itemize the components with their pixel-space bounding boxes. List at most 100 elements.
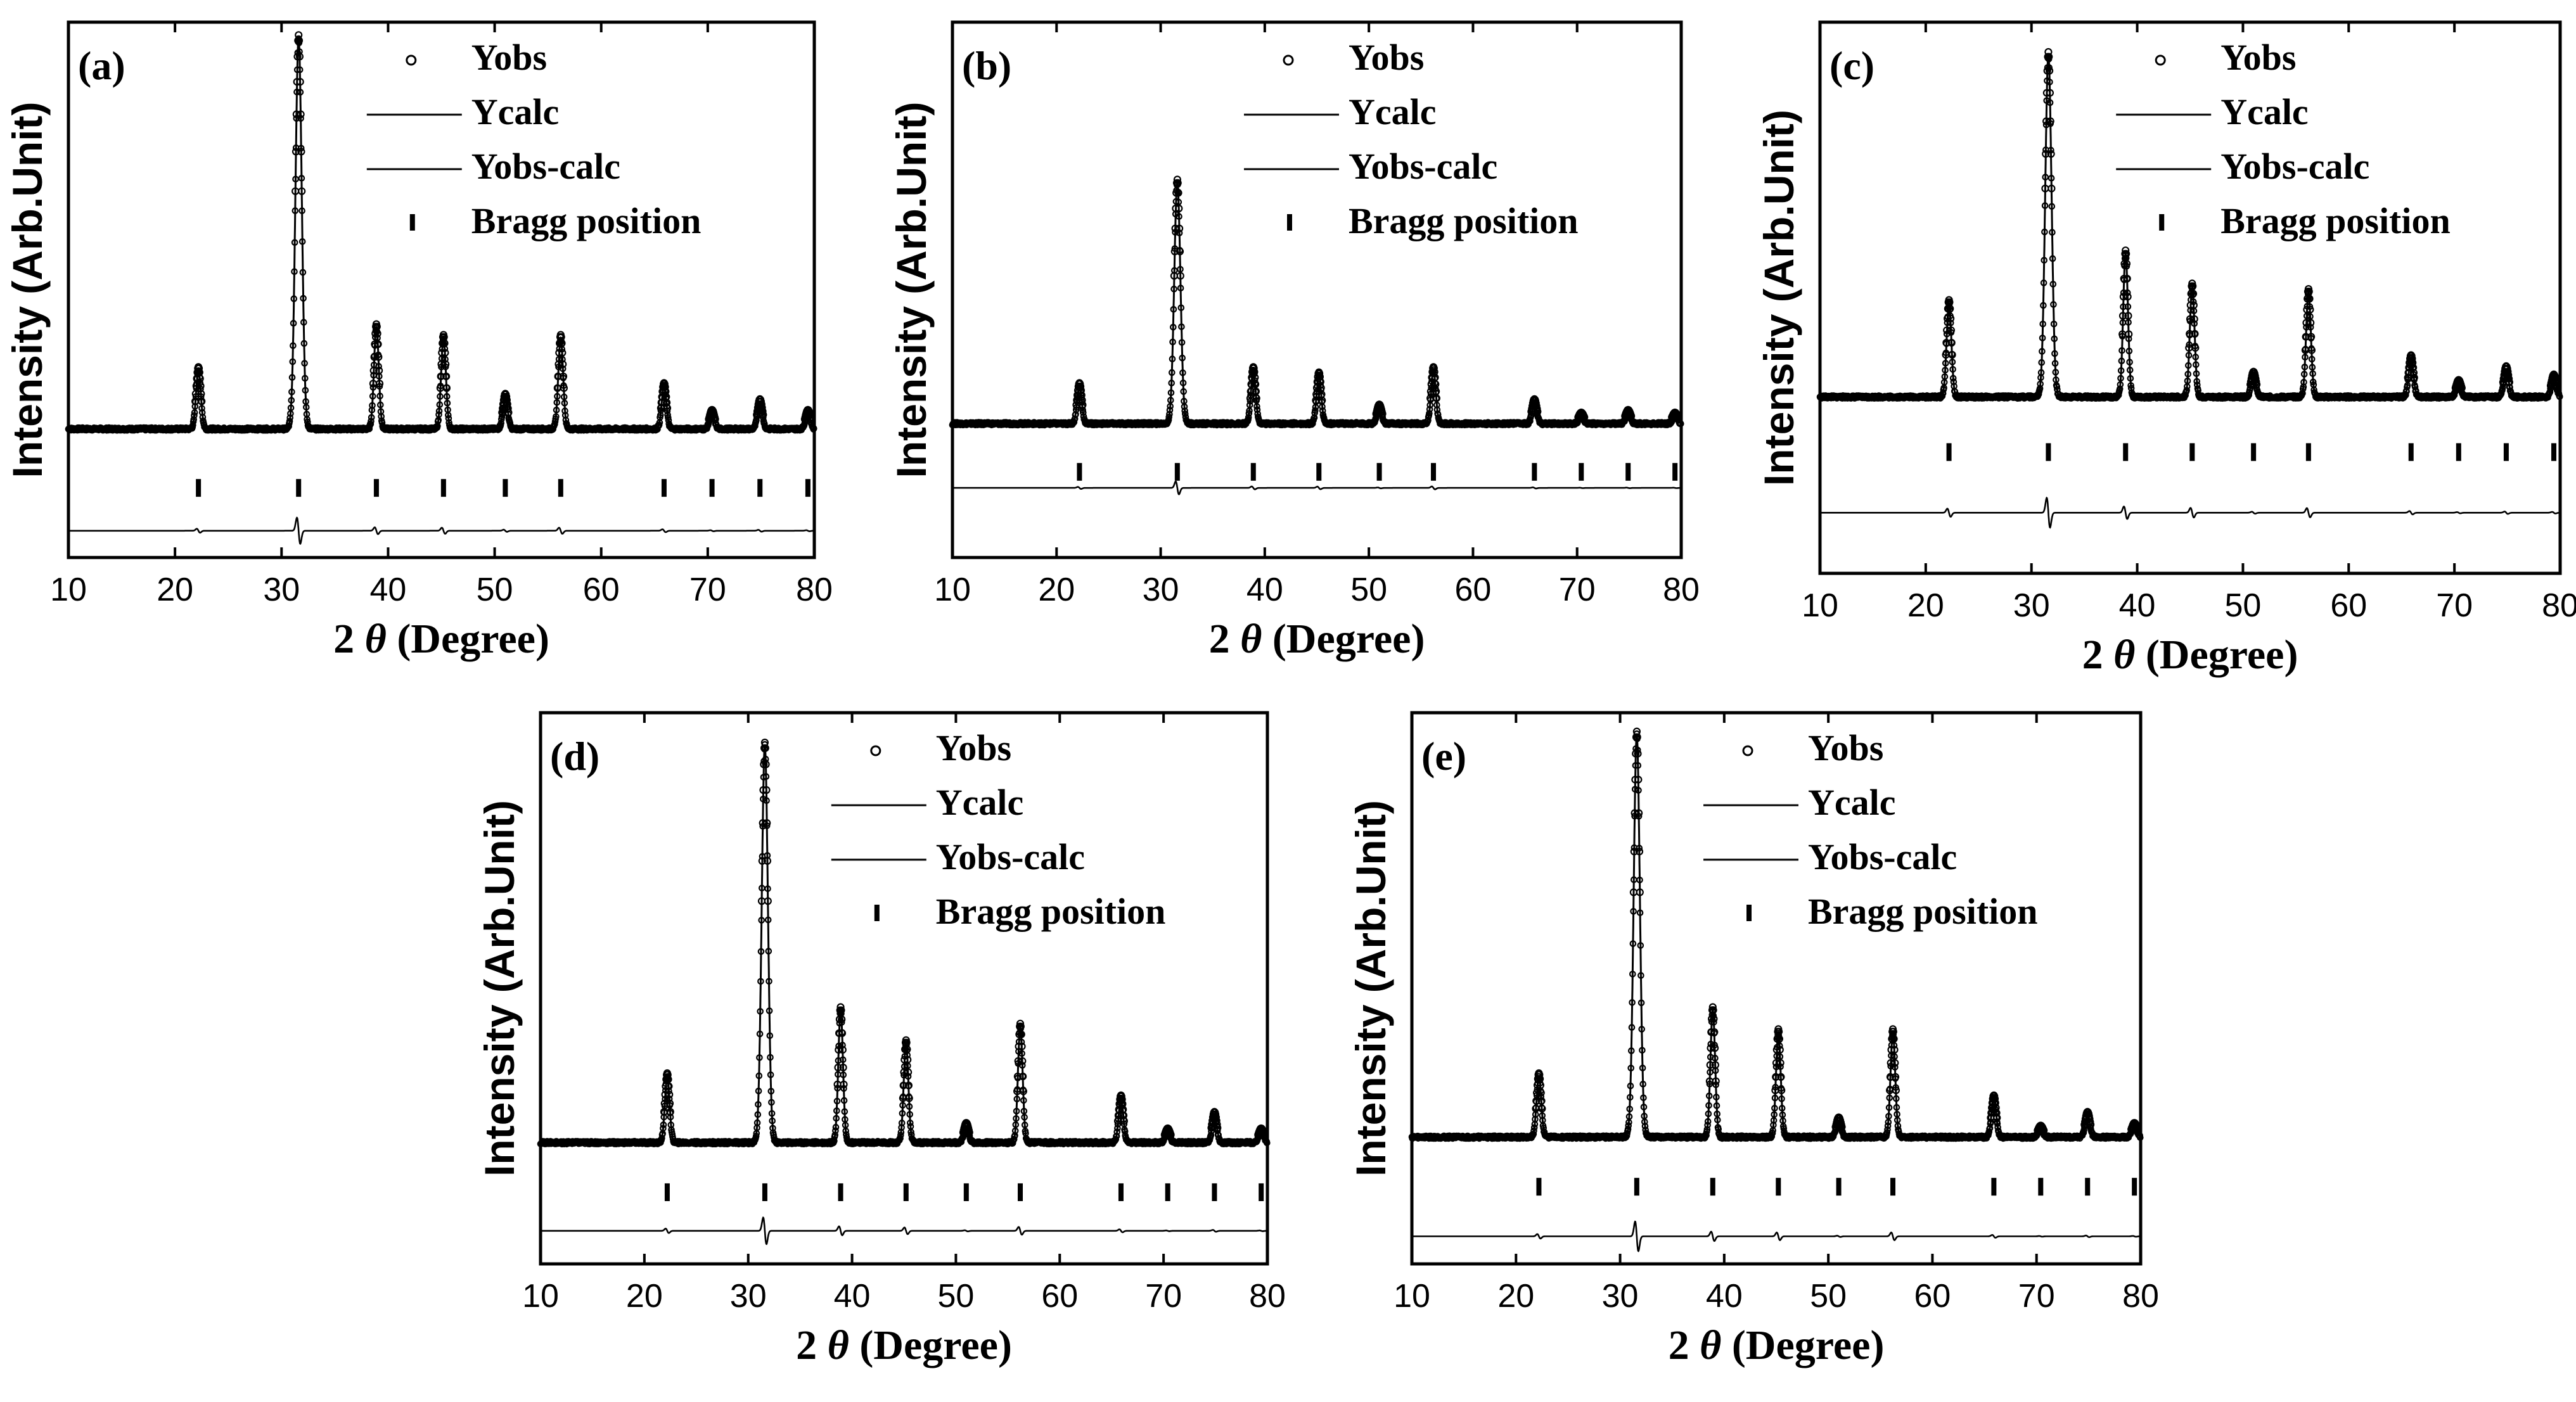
x-tick-label: 70 [1559, 571, 1596, 608]
bragg-marker [709, 479, 715, 497]
bragg-marker [1174, 462, 1180, 481]
x-axis-title: 2 θ (Degree) [1209, 616, 1425, 662]
yobs-point [442, 355, 449, 363]
yobs-point [191, 409, 198, 416]
yobs-point [553, 413, 560, 420]
bragg-marker [1376, 462, 1382, 481]
bragg-marker [1250, 462, 1256, 481]
x-tick-label: 40 [370, 571, 407, 608]
yobs-point [300, 319, 307, 326]
yobs-point [375, 362, 382, 370]
yobs-point [304, 416, 311, 423]
bragg-marker [1625, 462, 1631, 481]
legend-obs-symbol [406, 54, 417, 66]
bragg-marker [440, 479, 446, 497]
yobs-point [559, 355, 566, 363]
x-tick-label: 20 [157, 571, 193, 608]
bragg-series [196, 479, 811, 497]
legend-calc-label: Ycalc [471, 91, 560, 132]
yobs-point [297, 115, 304, 122]
yobs-point [288, 388, 295, 395]
x-axis-title-suffix: (Degree) [1262, 616, 1425, 662]
bragg-marker [805, 479, 811, 497]
x-tick-label: 50 [2225, 587, 2262, 624]
yobs-point [301, 374, 309, 382]
bragg-marker [1532, 462, 1537, 481]
yobs-point [291, 268, 298, 275]
x-tick-label: 80 [796, 571, 833, 608]
yobs-point [290, 295, 298, 302]
yobs-point [286, 414, 293, 421]
bragg-marker [1672, 462, 1678, 481]
x-tick-label: 50 [477, 571, 513, 608]
x-tick-label: 60 [1455, 571, 1492, 608]
chart-panel-b: 10 20 30 40 50 60 70 80(b) YobsYcalcYobs-calcBra… [888, 20, 1700, 662]
yobs-point [298, 207, 305, 214]
legend-obs-label: Yobs [471, 37, 547, 78]
yobs-point [300, 295, 307, 302]
legend-bragg-symbol [409, 214, 415, 231]
yobs-point [288, 397, 295, 404]
panel-label: (a) [78, 43, 125, 88]
yobs-point [286, 417, 293, 425]
ycalc-line [68, 38, 815, 430]
yobs-point [298, 174, 305, 182]
bragg-series [1077, 462, 1678, 481]
yobs-point [444, 399, 451, 407]
x-tick-label: 70 [689, 571, 726, 608]
yobs-point [290, 319, 297, 327]
bragg-marker [1579, 462, 1584, 481]
yobs-point [302, 404, 310, 411]
yobs-point [289, 358, 297, 366]
yobs-point [559, 365, 567, 373]
bragg-marker [1077, 462, 1082, 481]
legend-bragg-label: Bragg position [471, 200, 702, 241]
legend-obs-symbol [1283, 54, 1294, 66]
y-axis-title: Intensity (Arb.Unit) [4, 102, 51, 478]
yobs-point [291, 239, 298, 246]
x-tick-label: 20 [1038, 571, 1075, 608]
x-tick-label: 20 [1907, 587, 1944, 624]
x-tick-label: 50 [1350, 571, 1387, 608]
diff-line [952, 480, 1681, 495]
yobs-point [367, 420, 375, 428]
yobs-point [369, 393, 376, 400]
bragg-marker [196, 479, 202, 497]
yobs-point [287, 404, 295, 412]
x-tick-label: 40 [2119, 587, 2156, 624]
x-tick-label: 30 [263, 571, 300, 608]
x-axis-title-symbol: θ [1240, 616, 1262, 662]
yobs-point [293, 88, 300, 96]
chart-panel-a: 10 20 30 40 50 60 70 80(a) YobsYcalcYobs-calcBra… [4, 20, 833, 662]
yobs-point [299, 269, 307, 276]
yobs-point [288, 374, 296, 381]
plot-frame [67, 20, 816, 559]
x-tick-label: 30 [1143, 571, 1179, 608]
x-tick-label: 10 [1802, 587, 1838, 624]
x-tick-label: 70 [2436, 587, 2473, 624]
yobs-point [368, 414, 375, 421]
yobs-point [443, 393, 451, 400]
x-axis-title-prefix: 2 [333, 616, 365, 662]
yobs-point [293, 66, 301, 73]
chart-panel-c: 10 20 30 40 50 60 70 80(c) YobsYcalcYobs-calcBra… [1755, 20, 2576, 678]
yobs-point [296, 66, 304, 73]
yobs-point [191, 412, 198, 419]
bragg-marker [1316, 462, 1322, 481]
x-tick-label: 60 [583, 571, 620, 608]
yobs-point [369, 402, 376, 409]
legend-obs-label: Yobs [1349, 37, 1424, 78]
diff-line [68, 516, 814, 545]
y-axis-title: Intensity (Arb.Unit) [888, 102, 935, 478]
yobs-point [553, 406, 560, 414]
legend-calc-label: Ycalc [1349, 91, 1437, 132]
yobs-point [436, 401, 444, 408]
yobs-point [302, 386, 309, 394]
yobs-point [300, 340, 308, 347]
yobs-point [553, 398, 561, 406]
yobs-point [368, 417, 375, 425]
yobs-point [293, 115, 300, 122]
